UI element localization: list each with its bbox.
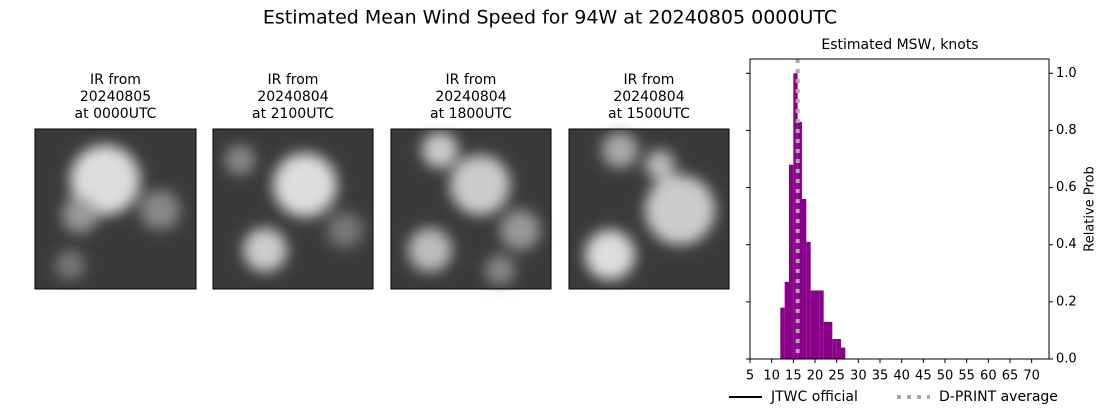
figure-title: Estimated Mean Wind Speed for 94W at 202… [263,7,837,29]
x-tick-label: 60 [980,369,997,384]
panel-label: at 1800UTC [430,106,512,122]
bar [806,241,811,359]
x-tick-label: 20 [807,369,824,384]
x-tick-label: 40 [893,369,910,384]
x-tick-label: 10 [763,369,780,384]
x-tick-label: 65 [1002,369,1019,384]
panel-label: IR from [90,72,141,88]
x-tick-label: 70 [1023,369,1040,384]
panel-label: at 0000UTC [75,106,157,122]
satellite-images [34,128,730,290]
panel-label: 20240804 [613,89,684,105]
bar [793,73,798,360]
panel-label: at 2100UTC [252,106,334,122]
bar [832,339,837,359]
panel-label: at 1500UTC [608,106,690,122]
legend-label: D-PRINT average [939,389,1058,405]
y-tick-label: 1.0 [1056,66,1077,81]
satellite-image [212,128,374,290]
bar [789,164,794,359]
y-tick-label: 0.0 [1056,352,1077,367]
satellite-image [390,128,552,290]
panel-label: 20240804 [257,89,328,105]
y-tick-label: 0.6 [1056,180,1077,195]
x-tick-label: 5 [746,369,754,384]
satellite-image [568,128,730,290]
bar [819,290,824,359]
axes-frame [749,58,1050,360]
bar [828,321,833,359]
panel-label: 20240804 [435,89,506,105]
x-tick-label: 35 [872,369,889,384]
y-tick-label: 0.4 [1056,237,1077,252]
bar [784,281,789,359]
panel-label: IR from [446,72,497,88]
y-tick-label: 0.2 [1056,294,1077,309]
satellite-image [34,128,197,290]
bar [780,307,785,359]
y-tick-label: 0.8 [1056,123,1077,138]
bar [823,321,828,359]
bar [810,290,815,359]
y-axis-label: Relative Prob [1083,166,1098,251]
bar [815,290,820,359]
panel-label: IR from [268,72,319,88]
bar [836,339,841,359]
x-tick-label: 15 [785,369,802,384]
bar [797,121,802,359]
legend-label: JTWC official [770,389,858,405]
panel-label: IR from [624,72,675,88]
bar [841,347,846,359]
x-tick-label: 55 [958,369,975,384]
x-tick-label: 25 [828,369,845,384]
x-tick-label: 45 [915,369,932,384]
chart-title: Estimated MSW, knots [821,37,978,53]
panel-label: 20240805 [80,89,151,105]
x-tick-label: 30 [850,369,867,384]
bar [802,199,807,359]
x-tick-label: 50 [937,369,954,384]
